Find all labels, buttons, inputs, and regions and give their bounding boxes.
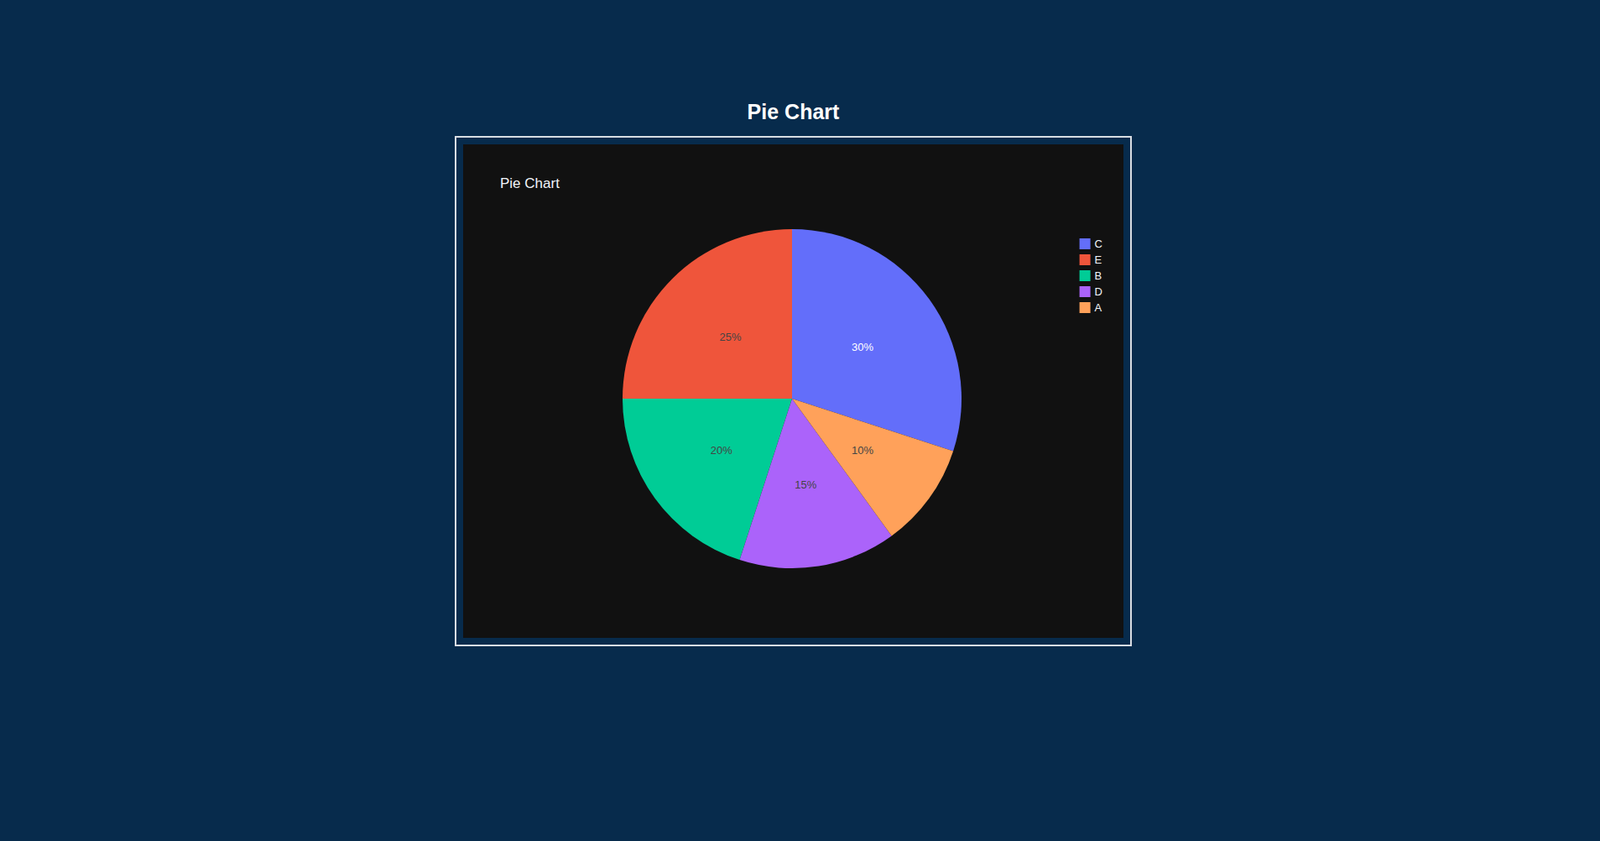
html-text:Pie Chart: Pie Chart [747,99,840,124]
svg-text:10%: 10% [851,443,874,457]
svg-text:20%: 20% [710,443,733,457]
svg-text:C: C [1094,237,1103,251]
svg-text:30%: 30% [851,340,874,354]
svg-text:D: D [1094,285,1103,298]
svg-text:E: E [1094,253,1103,266]
svg-text:25%: 25% [719,330,741,344]
svg-text:15%: 15% [794,478,817,491]
svg-text:A: A [1094,301,1103,314]
svg-text:B: B [1094,269,1103,282]
svg-text:Pie Chart: Pie Chart [500,175,560,192]
